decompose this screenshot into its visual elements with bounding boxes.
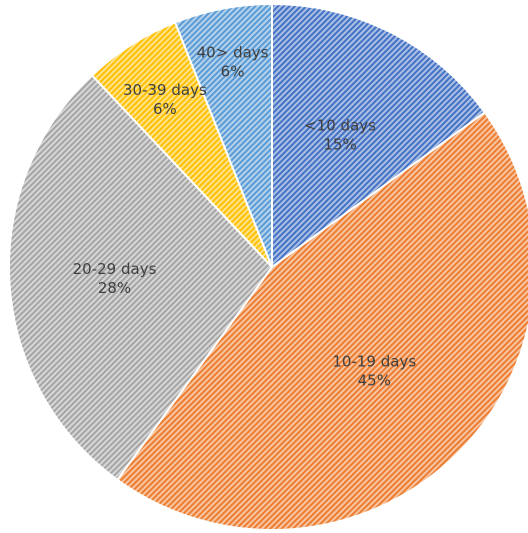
slice-label-3: 20-29 days 28%: [73, 260, 157, 297]
pie-slices: [8, 2, 528, 531]
slice-label-4: 30-39 days 6%: [123, 81, 207, 118]
slice-category-label: <10 days: [304, 116, 376, 134]
slice-percent-label: 6%: [153, 100, 177, 118]
slice-percent-label: 28%: [98, 279, 131, 297]
pie-slice-5: [173, 2, 273, 268]
slice-category-label: 20-29 days: [73, 260, 157, 278]
slice-label-1: <10 days 15%: [304, 116, 376, 153]
slice-category-label: 40> days: [197, 43, 269, 61]
pie-data-labels: <10 days 15% 10-19 days 45% 20-29 days 28% 30-…: [73, 43, 417, 389]
slice-label-5: 40> days 6%: [197, 43, 269, 80]
slice-label-2: 10-19 days 45%: [332, 352, 416, 389]
pie-slice-1: [271, 2, 487, 269]
slice-category-label: 10-19 days: [332, 352, 416, 370]
pie-slice-2: [116, 111, 528, 531]
slice-percent-label: 6%: [221, 62, 245, 80]
slice-category-label: 30-39 days: [123, 81, 207, 99]
pie-slice-3: [8, 73, 274, 482]
slice-percent-label: 45%: [358, 371, 391, 389]
slice-percent-label: 15%: [323, 135, 356, 153]
